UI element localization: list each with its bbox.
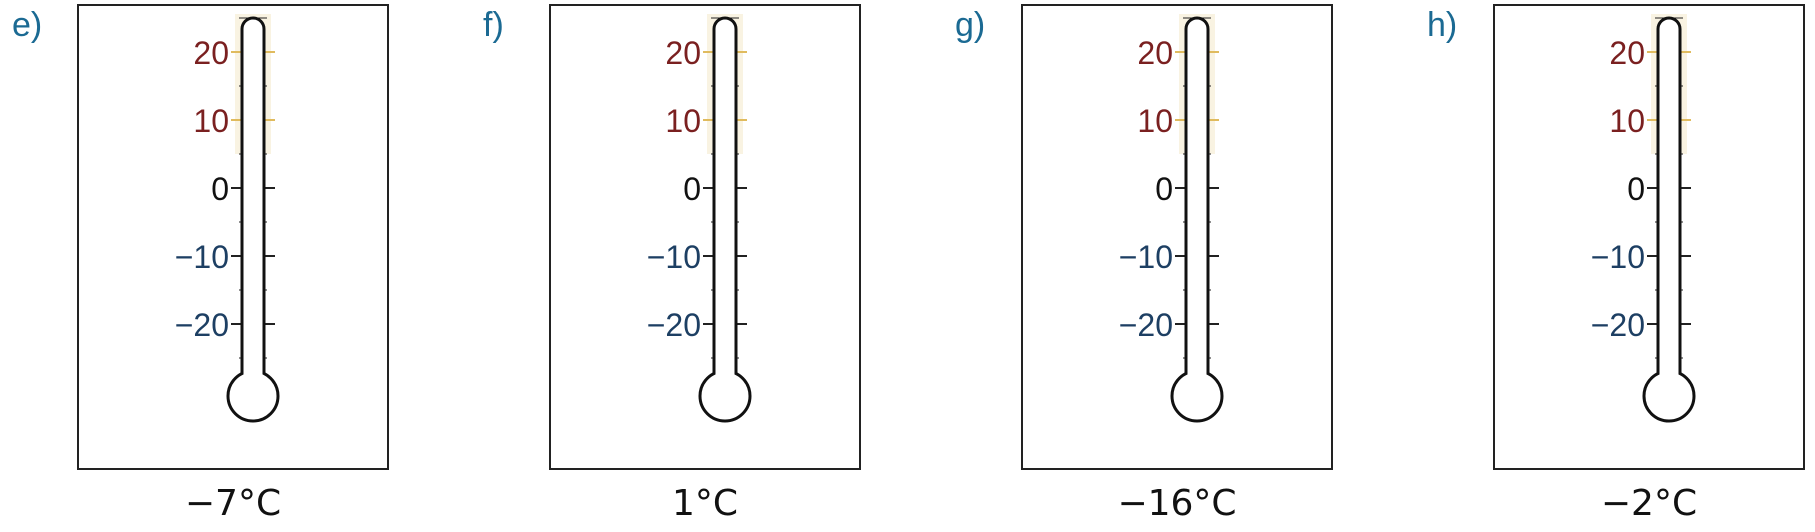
thermometer-frame: 20 10 0 −10 −20 bbox=[77, 4, 389, 470]
thermometer-scale: 20 10 0 −10 −20 bbox=[1119, 14, 1224, 423]
thermometer-scale: 20 10 0 −10 −20 bbox=[175, 14, 280, 423]
thermometer-tube bbox=[1184, 16, 1210, 375]
scale-label: 20 bbox=[1137, 35, 1173, 71]
scale-label: 10 bbox=[665, 103, 701, 139]
panel-letter: f) bbox=[483, 6, 504, 44]
temperature-label: −16°C bbox=[1117, 483, 1237, 524]
scale-label: 0 bbox=[1627, 171, 1645, 207]
thermometer-frame: 20 10 0 −10 −20 bbox=[1493, 4, 1805, 470]
temperature-label: 1°C bbox=[671, 483, 739, 524]
tube-bulb-joint bbox=[715, 369, 735, 383]
thermometer-scale: 20 10 0 −10 −20 bbox=[647, 14, 752, 423]
scale-label: −20 bbox=[647, 307, 701, 343]
scale-label: 0 bbox=[1155, 171, 1173, 207]
scale-label: 0 bbox=[211, 171, 229, 207]
scale-label: −20 bbox=[175, 307, 229, 343]
thermometer-panel-e: e) 20 10 0 −10 −20 −7°C bbox=[0, 0, 450, 532]
scale-label: −20 bbox=[1591, 307, 1645, 343]
scale-label: 20 bbox=[193, 35, 229, 71]
temperature-label: −2°C bbox=[1600, 483, 1698, 524]
panel-letter: h) bbox=[1427, 6, 1458, 44]
scale-label: −20 bbox=[1119, 307, 1173, 343]
scale-label: −10 bbox=[647, 239, 701, 275]
scale-label: 0 bbox=[683, 171, 701, 207]
tube-bulb-joint bbox=[243, 369, 263, 383]
scale-label: −10 bbox=[1119, 239, 1173, 275]
thermometer-panel-g: g) 20 10 0 −10 −20 −16°C bbox=[940, 0, 1390, 532]
tube-bulb-joint bbox=[1659, 369, 1679, 383]
panel-letter: e) bbox=[12, 6, 43, 44]
scale-label: 10 bbox=[1609, 103, 1645, 139]
panel-letter: g) bbox=[955, 6, 986, 44]
scale-label: −10 bbox=[175, 239, 229, 275]
tube-bulb-joint bbox=[1187, 369, 1207, 383]
thermometer-tube bbox=[712, 16, 738, 375]
thermometer-tube bbox=[240, 16, 266, 375]
scale-label: 20 bbox=[1609, 35, 1645, 71]
scale-label: 10 bbox=[1137, 103, 1173, 139]
thermometer-scale: 20 10 0 −10 −20 bbox=[1591, 14, 1696, 423]
thermometer-panel-f: f) 20 10 0 −10 −20 1°C bbox=[470, 0, 920, 532]
scale-label: 10 bbox=[193, 103, 229, 139]
temperature-label: −7°C bbox=[184, 483, 282, 524]
scale-label: −10 bbox=[1591, 239, 1645, 275]
thermometer-frame: 20 10 0 −10 −20 bbox=[549, 4, 861, 470]
thermometer-frame: 20 10 0 −10 −20 bbox=[1021, 4, 1333, 470]
scale-label: 20 bbox=[665, 35, 701, 71]
thermometer-panel-h: h) 20 10 0 −10 −20 −2°C bbox=[1410, 0, 1815, 532]
thermometer-tube bbox=[1656, 16, 1682, 375]
